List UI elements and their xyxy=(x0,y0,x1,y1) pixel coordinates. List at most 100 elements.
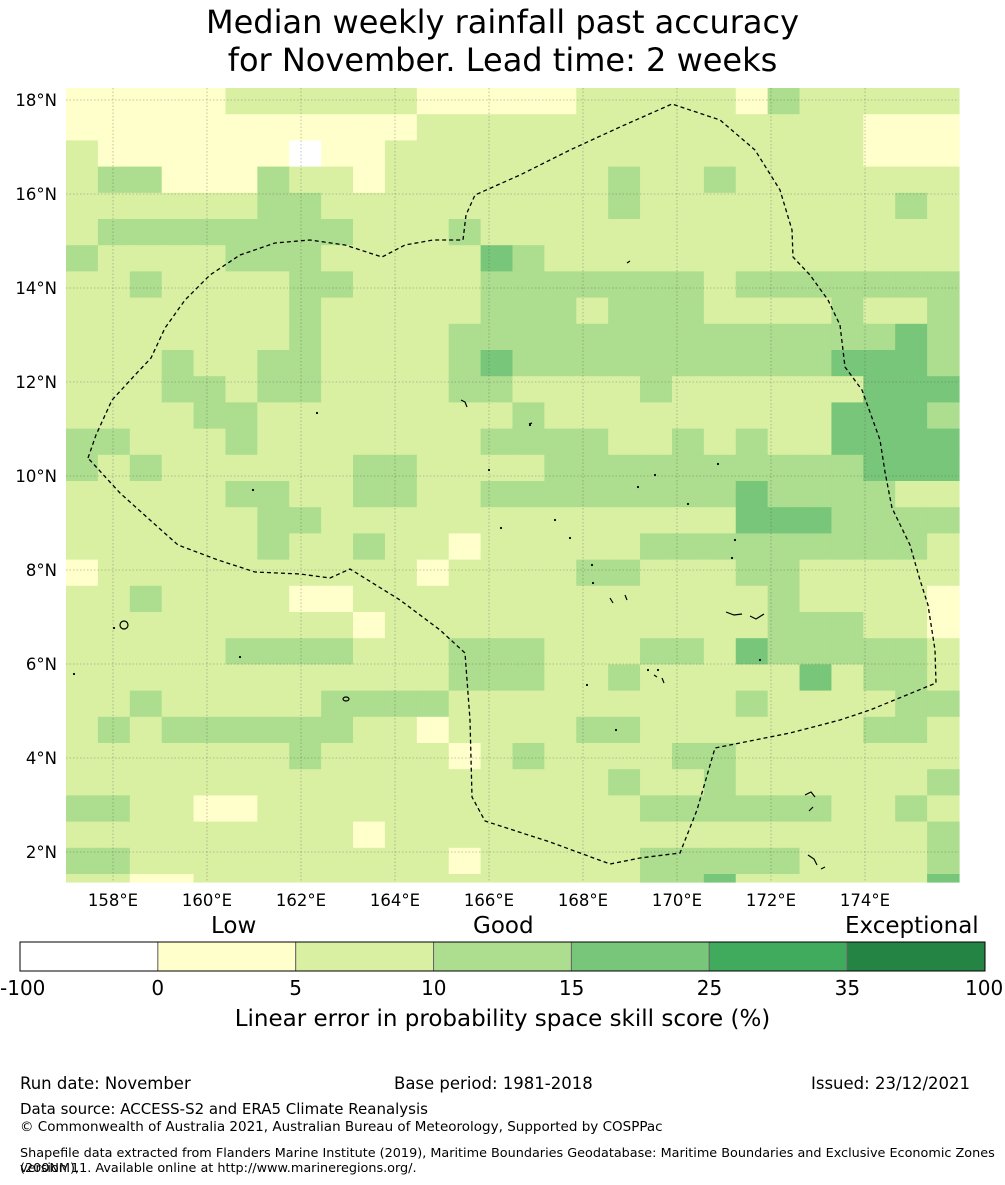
skill-cell xyxy=(353,297,386,325)
skill-cell xyxy=(735,481,769,508)
longitude-label: 162°E xyxy=(276,891,326,910)
skill-cell xyxy=(799,638,833,665)
skill-cell xyxy=(671,350,705,377)
skill-cell xyxy=(576,271,609,299)
skill-cell xyxy=(767,716,801,744)
skill-cell xyxy=(576,297,609,325)
skill-cell xyxy=(831,428,864,456)
skill-cell xyxy=(576,402,609,430)
skill-cell xyxy=(480,350,514,377)
skill-cell xyxy=(640,219,673,246)
skill-cell xyxy=(257,507,290,534)
skill-cell xyxy=(895,874,928,883)
skill-cell xyxy=(225,271,258,299)
longitude-label: 174°E xyxy=(840,891,890,910)
skill-cell xyxy=(353,481,386,508)
skill-cell xyxy=(384,271,418,299)
skill-cell xyxy=(735,795,769,823)
skill-cell xyxy=(927,140,960,168)
skill-cell xyxy=(353,795,386,823)
skill-cell xyxy=(895,323,928,351)
skill-cell xyxy=(544,769,577,796)
skill-cell xyxy=(703,664,737,692)
skill-cell xyxy=(353,743,386,770)
skill-cell xyxy=(225,481,258,508)
skill-cell xyxy=(448,874,482,883)
skill-cell xyxy=(289,402,322,430)
skill-cell xyxy=(735,428,769,456)
skill-cell xyxy=(480,88,514,115)
skill-cell xyxy=(66,533,99,561)
skill-cell xyxy=(640,769,673,796)
skill-cell xyxy=(831,559,864,587)
skill-cell xyxy=(97,428,131,456)
skill-cell xyxy=(544,821,577,849)
skill-cell xyxy=(193,847,227,875)
skill-cell xyxy=(321,507,354,534)
skill-cell xyxy=(384,612,418,639)
skill-cell xyxy=(289,350,322,377)
skill-cell xyxy=(895,140,928,168)
skill-cell xyxy=(735,507,769,534)
skill-cell xyxy=(384,297,418,325)
skill-cell xyxy=(512,88,545,115)
skill-cell xyxy=(289,874,322,883)
run-date: Run date: November xyxy=(20,1074,191,1093)
skill-cell xyxy=(767,192,801,220)
skill-cell xyxy=(448,140,482,168)
skill-cell xyxy=(640,638,673,665)
skill-cell xyxy=(97,219,131,246)
skill-cell xyxy=(512,192,545,220)
skill-cell xyxy=(895,192,928,220)
skill-cell xyxy=(257,821,290,849)
skill-cell xyxy=(671,690,705,718)
skill-cell xyxy=(512,847,545,875)
skill-cell xyxy=(225,350,258,377)
skill-cell xyxy=(321,297,354,325)
skill-cell xyxy=(544,454,577,482)
skill-cell xyxy=(927,166,960,194)
skill-cell xyxy=(735,245,769,272)
skill-cell xyxy=(161,874,195,883)
islet-dot xyxy=(656,668,660,672)
skill-cell xyxy=(129,559,163,587)
skill-cell xyxy=(289,481,322,508)
skill-cell xyxy=(97,166,131,194)
skill-cell xyxy=(193,874,227,883)
islet-dot xyxy=(686,502,690,506)
skill-cell xyxy=(225,585,258,613)
skill-cell xyxy=(895,245,928,272)
skill-cell xyxy=(448,585,482,613)
skill-cell xyxy=(512,402,545,430)
skill-cell xyxy=(66,716,99,744)
skill-cell xyxy=(321,690,354,718)
skill-cell xyxy=(767,743,801,770)
skill-cell xyxy=(225,795,258,823)
skill-cell xyxy=(289,638,322,665)
skill-cell xyxy=(353,507,386,534)
skill-cell xyxy=(799,114,833,141)
graticule xyxy=(66,88,959,882)
skill-cell xyxy=(448,690,482,718)
skill-cell xyxy=(129,481,163,508)
skill-cell xyxy=(735,323,769,351)
skill-cell xyxy=(608,559,641,587)
islet-dot xyxy=(614,728,618,732)
skill-cell xyxy=(863,638,896,665)
skill-cell xyxy=(161,769,195,796)
skill-cell xyxy=(480,847,514,875)
skill-cell xyxy=(512,874,545,883)
skill-cell xyxy=(512,454,545,482)
skill-cell xyxy=(863,507,896,534)
skill-cell xyxy=(129,245,163,272)
skill-cell xyxy=(576,454,609,482)
skill-cell xyxy=(895,743,928,770)
skill-cell xyxy=(703,821,737,849)
skill-cell xyxy=(289,664,322,692)
skill-cell xyxy=(66,350,99,377)
skill-cell xyxy=(193,507,227,534)
skill-cell xyxy=(608,166,641,194)
colorbar-tick-label: 15 xyxy=(558,976,585,1000)
skill-cell xyxy=(97,612,131,639)
skill-cell xyxy=(384,821,418,849)
